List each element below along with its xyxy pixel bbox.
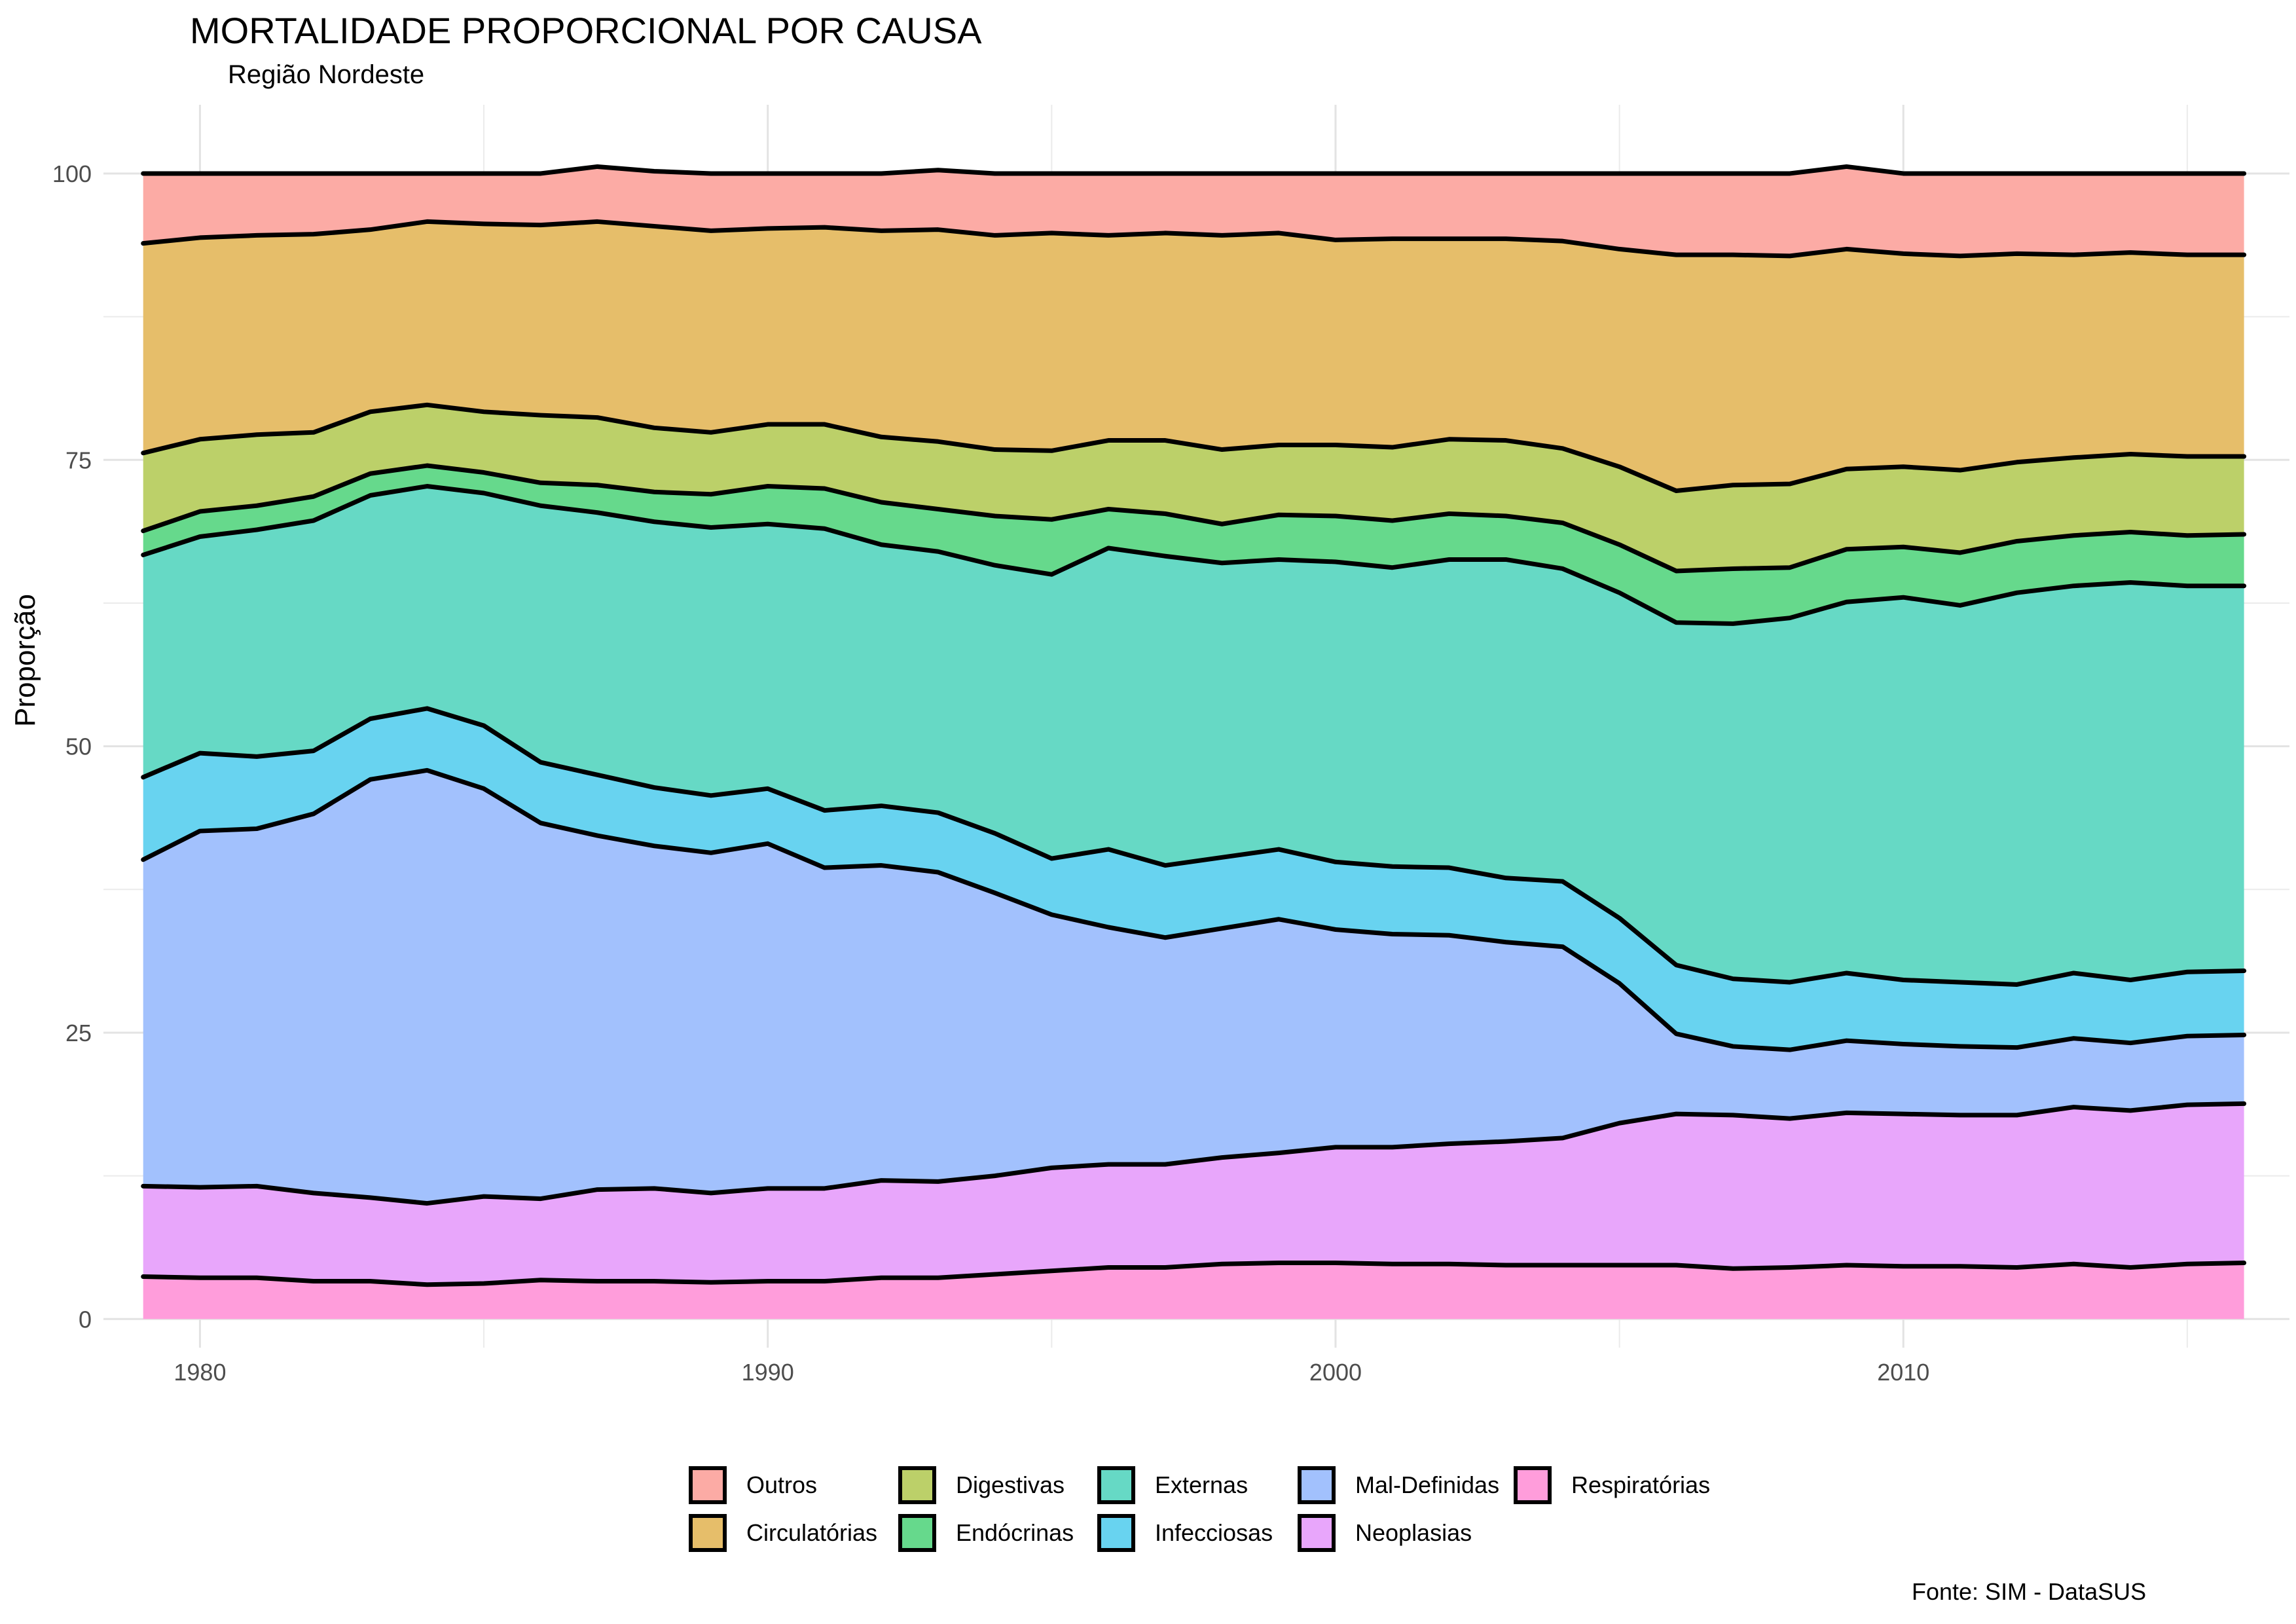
series-boundary-lines bbox=[141, 164, 2247, 1287]
y-tick-label: 25 bbox=[65, 1020, 92, 1046]
legend-swatch-outros bbox=[689, 1466, 727, 1504]
line-infecciosas bbox=[141, 706, 2247, 987]
area-externas bbox=[143, 486, 2244, 985]
area-circulatorias bbox=[143, 221, 2244, 491]
legend-label-respiratorias: Respiratórias bbox=[1571, 1471, 1711, 1498]
legend-swatch-endocrinas bbox=[898, 1514, 936, 1552]
line-digestivas bbox=[141, 402, 2247, 494]
y-tick-label: 50 bbox=[65, 733, 92, 760]
legend-item-respiratorias: Respiratórias bbox=[1514, 1464, 1710, 1507]
y-tick-label: 75 bbox=[65, 447, 92, 473]
x-axis-tick-labels: 1980 1990 2000 2010 bbox=[173, 1359, 1929, 1386]
y-tick-label: 100 bbox=[52, 160, 92, 187]
legend: Outros Circulatórias Digestivas Endócrin… bbox=[689, 1464, 1762, 1555]
line-outros bbox=[141, 164, 2247, 176]
legend-swatch-respiratorias bbox=[1514, 1466, 1552, 1504]
area-digestivas bbox=[143, 405, 2244, 571]
legend-swatch-circulatorias bbox=[689, 1514, 727, 1552]
legend-item-endocrinas: Endócrinas bbox=[898, 1511, 1074, 1555]
area-respiratorias bbox=[143, 1263, 2244, 1320]
legend-label-neoplasias: Neoplasias bbox=[1355, 1519, 1472, 1546]
y-tick-label: 0 bbox=[79, 1306, 92, 1333]
legend-label-digestivas: Digestivas bbox=[956, 1471, 1065, 1498]
y-axis-tick-labels: 0 25 50 75 100 bbox=[52, 160, 92, 1333]
area-infecciosas bbox=[143, 708, 2244, 1050]
legend-item-neoplasias: Neoplasias bbox=[1298, 1511, 1472, 1555]
line-respiratorias bbox=[141, 1261, 2247, 1287]
x-tick-label: 1980 bbox=[173, 1359, 226, 1386]
y-axis-label: Proporção bbox=[9, 593, 41, 727]
legend-label-circulatorias: Circulatórias bbox=[746, 1519, 878, 1546]
source-caption: Fonte: SIM - DataSUS bbox=[1912, 1578, 2147, 1605]
x-tick-label: 2010 bbox=[1877, 1359, 1929, 1386]
legend-swatch-externas bbox=[1097, 1466, 1135, 1504]
legend-label-externas: Externas bbox=[1155, 1471, 1248, 1498]
area-series bbox=[143, 166, 2244, 1320]
legend-item-circulatorias: Circulatórias bbox=[689, 1511, 877, 1555]
legend-swatch-neoplasias bbox=[1298, 1514, 1336, 1552]
area-mal-definidas bbox=[143, 770, 2244, 1204]
legend-label-mal-definidas: Mal-Definidas bbox=[1355, 1471, 1500, 1498]
area-endocrinas bbox=[143, 466, 2244, 624]
legend-item-externas: Externas bbox=[1097, 1464, 1248, 1507]
chart-title: MORTALIDADE PROPORCIONAL POR CAUSA bbox=[190, 10, 982, 51]
legend-item-digestivas: Digestivas bbox=[898, 1464, 1065, 1507]
legend-swatch-digestivas bbox=[898, 1466, 936, 1504]
legend-label-infecciosas: Infecciosas bbox=[1155, 1519, 1273, 1546]
line-circulatorias bbox=[141, 219, 2247, 259]
legend-swatch-infecciosas bbox=[1097, 1514, 1135, 1552]
area-neoplasias bbox=[143, 1103, 2244, 1285]
line-externas bbox=[141, 484, 2247, 626]
legend-swatch-mal-definidas bbox=[1298, 1466, 1336, 1504]
x-tick-label: 2000 bbox=[1309, 1359, 1362, 1386]
line-endocrinas bbox=[141, 463, 2247, 574]
legend-label-outros: Outros bbox=[746, 1471, 818, 1498]
x-tick-label: 1990 bbox=[742, 1359, 794, 1386]
legend-item-outros: Outros bbox=[689, 1464, 817, 1507]
legend-item-mal-definidas: Mal-Definidas bbox=[1298, 1464, 1499, 1507]
legend-item-infecciosas: Infecciosas bbox=[1097, 1511, 1273, 1555]
line-mal-definidas bbox=[141, 767, 2247, 1052]
legend-label-endocrinas: Endócrinas bbox=[956, 1519, 1074, 1546]
chart-subtitle: Região Nordeste bbox=[228, 60, 425, 89]
area-outros bbox=[143, 166, 2244, 256]
line-neoplasias bbox=[141, 1101, 2247, 1206]
